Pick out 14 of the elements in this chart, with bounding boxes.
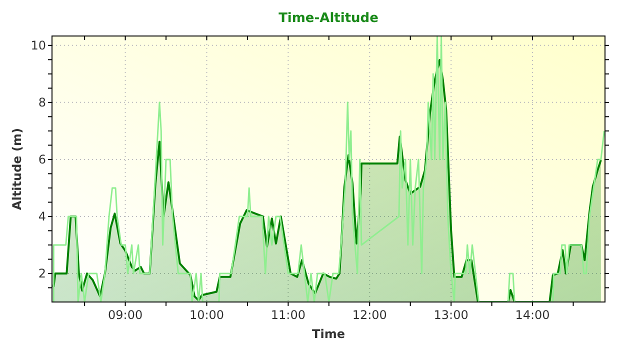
x-tick-label: 13:00 <box>434 308 468 322</box>
x-tick-label: 09:00 <box>108 308 143 322</box>
chart-title: Time-Altitude <box>278 11 379 26</box>
x-tick-label: 14:00 <box>515 308 550 322</box>
x-axis-title: Time <box>312 327 345 341</box>
x-tick-label: 11:00 <box>270 308 306 322</box>
x-tick-label: 10:00 <box>189 308 224 322</box>
x-tick-label: 12:00 <box>352 308 387 322</box>
y-tick-label: 8 <box>38 96 46 110</box>
y-tick-label: 4 <box>38 210 46 224</box>
y-tick-label: 2 <box>38 266 46 281</box>
y-tick-label: 6 <box>38 152 46 167</box>
y-tick-label: 10 <box>30 38 46 53</box>
y-axis-title: Altitude (m) <box>10 128 24 210</box>
